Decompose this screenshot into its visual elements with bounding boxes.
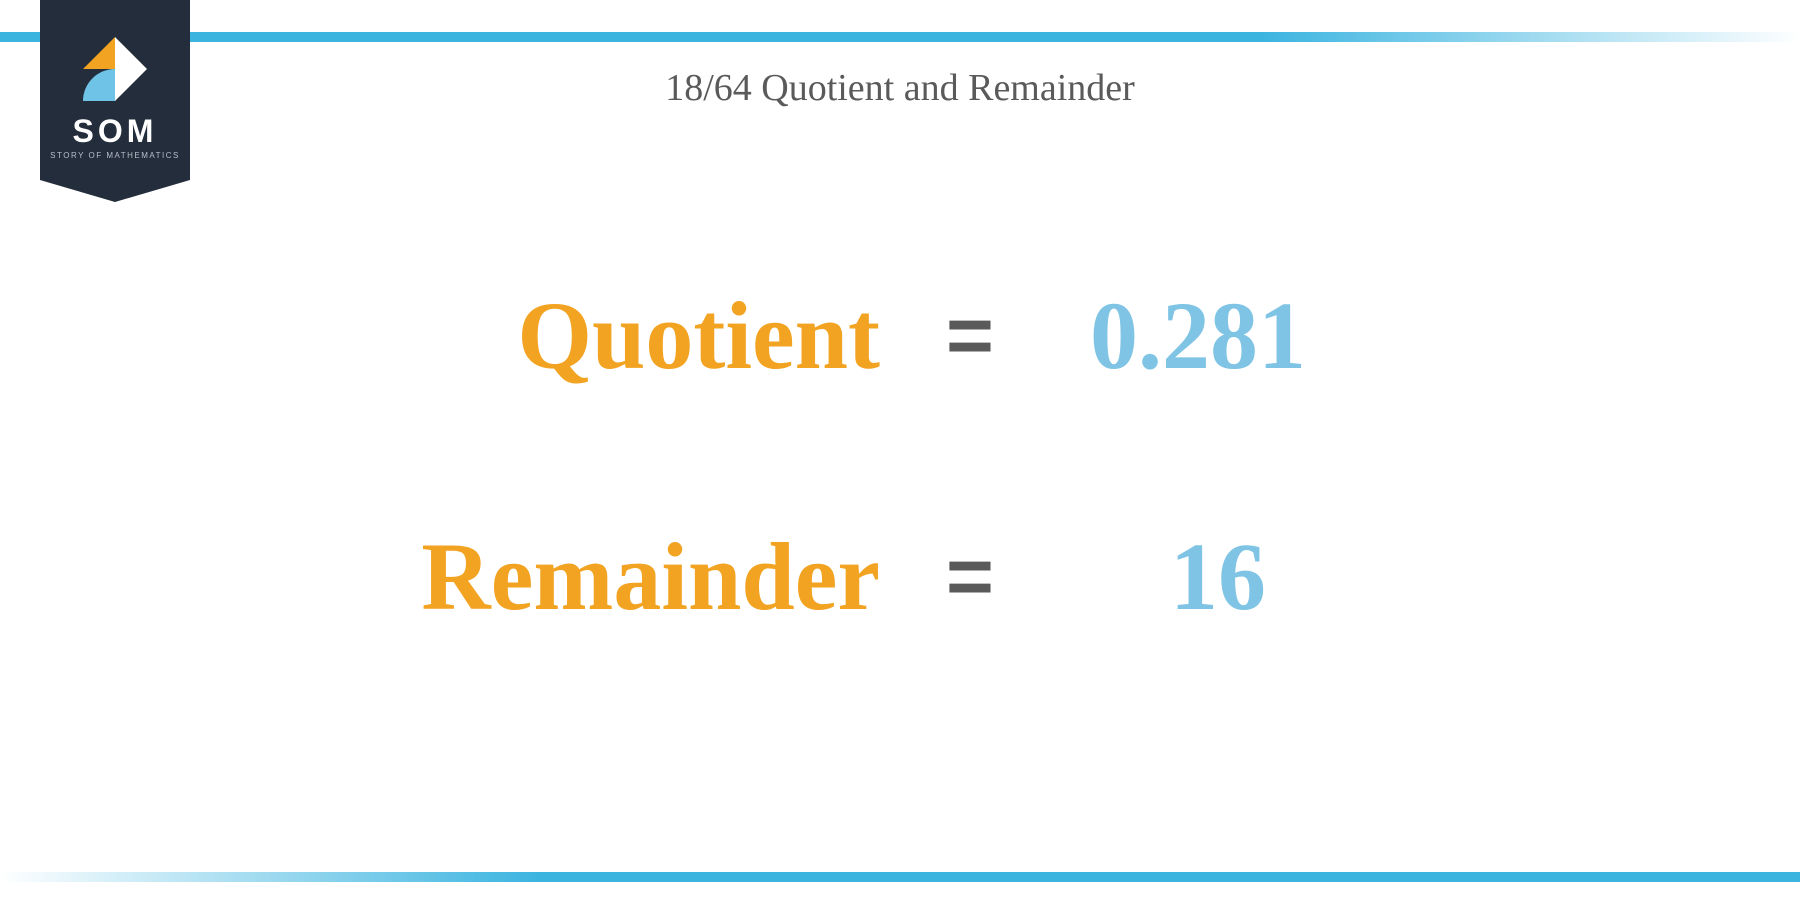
remainder-value: 16	[1060, 521, 1540, 632]
remainder-row: Remainder = 16	[260, 521, 1540, 632]
bottom-accent-bar	[0, 872, 1800, 882]
logo-tagline: STORY OF MATHEMATICS	[50, 151, 180, 160]
logo-text: SOM	[73, 115, 158, 147]
content-area: Quotient = 0.281 Remainder = 16	[260, 280, 1540, 762]
page-title: 18/64 Quotient and Remainder	[0, 66, 1800, 110]
top-accent-bar	[0, 32, 1800, 42]
quotient-row: Quotient = 0.281	[260, 280, 1540, 391]
quotient-label: Quotient	[260, 280, 880, 391]
equals-sign: =	[880, 530, 1060, 624]
remainder-label: Remainder	[260, 521, 880, 632]
quotient-value: 0.281	[1060, 280, 1540, 391]
equals-sign: =	[880, 289, 1060, 383]
